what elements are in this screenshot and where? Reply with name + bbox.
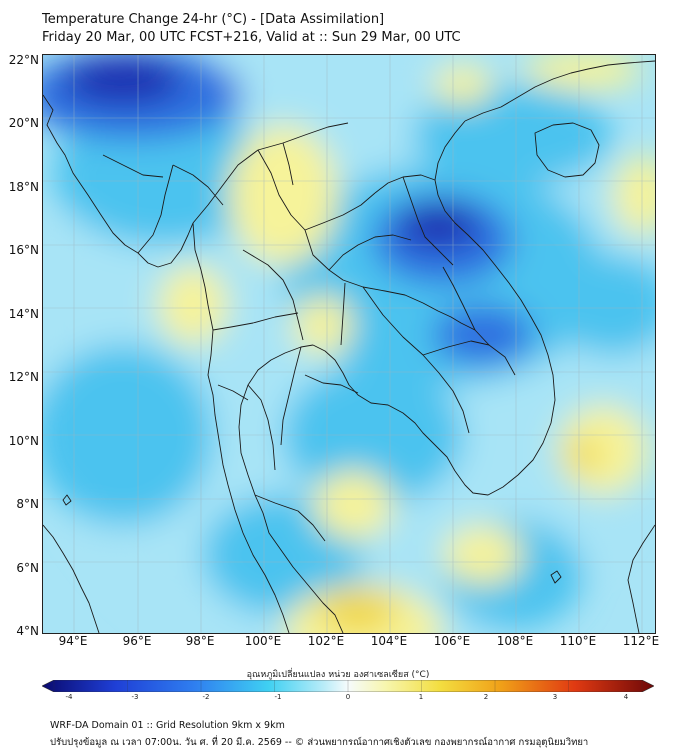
temperature-change-map — [42, 54, 656, 634]
colorbar-tick-neg4: -4 — [65, 693, 73, 701]
lat-tick-18: 18°N — [8, 180, 39, 194]
graticule — [43, 55, 655, 633]
lat-tick-12: 12°N — [8, 370, 39, 384]
map-title: Temperature Change 24-hr (°C) - [Data As… — [42, 12, 385, 27]
lat-tick-4: 4°N — [16, 624, 39, 638]
lon-tick-104: 104°E — [370, 634, 408, 648]
lon-tick-106: 106°E — [433, 634, 471, 648]
map-canvas — [43, 55, 655, 633]
lon-tick-102: 102°E — [307, 634, 345, 648]
colorbar — [42, 680, 654, 692]
lat-tick-8: 8°N — [16, 497, 39, 511]
lat-tick-10: 10°N — [8, 434, 39, 448]
footer-model-info: WRF-DA Domain 01 :: Grid Resolution 9km … — [50, 720, 285, 731]
footer-credit: ปรับปรุงข้อมูล ณ เวลา 07:00น. วัน ศ. ที่… — [50, 737, 589, 748]
lat-tick-14: 14°N — [8, 307, 39, 321]
colorbar-tick-neg2: -2 — [202, 693, 210, 701]
temperature-field — [43, 55, 655, 633]
lon-tick-94: 94°E — [58, 634, 88, 648]
colorbar-tick-4: 4 — [623, 693, 629, 701]
colorbar-tick-0: 0 — [345, 693, 351, 701]
map-subtitle: Friday 20 Mar, 00 UTC FCST+216, Valid at… — [42, 30, 461, 45]
lon-tick-96: 96°E — [122, 634, 152, 648]
lat-tick-16: 16°N — [8, 243, 39, 257]
coastline-borders — [43, 60, 655, 633]
lon-tick-110: 110°E — [559, 634, 597, 648]
lon-tick-108: 108°E — [496, 634, 534, 648]
colorbar-tick-neg1: -1 — [274, 693, 282, 701]
lat-tick-20: 20°N — [8, 116, 39, 130]
lon-tick-100: 100°E — [244, 634, 282, 648]
colorbar-tick-2: 2 — [483, 693, 489, 701]
lat-tick-6: 6°N — [16, 561, 39, 575]
colorbar-label: อุณหภูมิเปลี่ยนแปลง หน่วย องศาเซลเซียส (… — [246, 670, 430, 680]
lat-tick-22: 22°N — [8, 53, 39, 67]
colorbar-tick-1: 1 — [418, 693, 424, 701]
colorbar-tick-3: 3 — [552, 693, 558, 701]
colorbar-tick-neg3: -3 — [131, 693, 139, 701]
lon-tick-98: 98°E — [185, 634, 215, 648]
lon-tick-112: 112°E — [622, 634, 660, 648]
